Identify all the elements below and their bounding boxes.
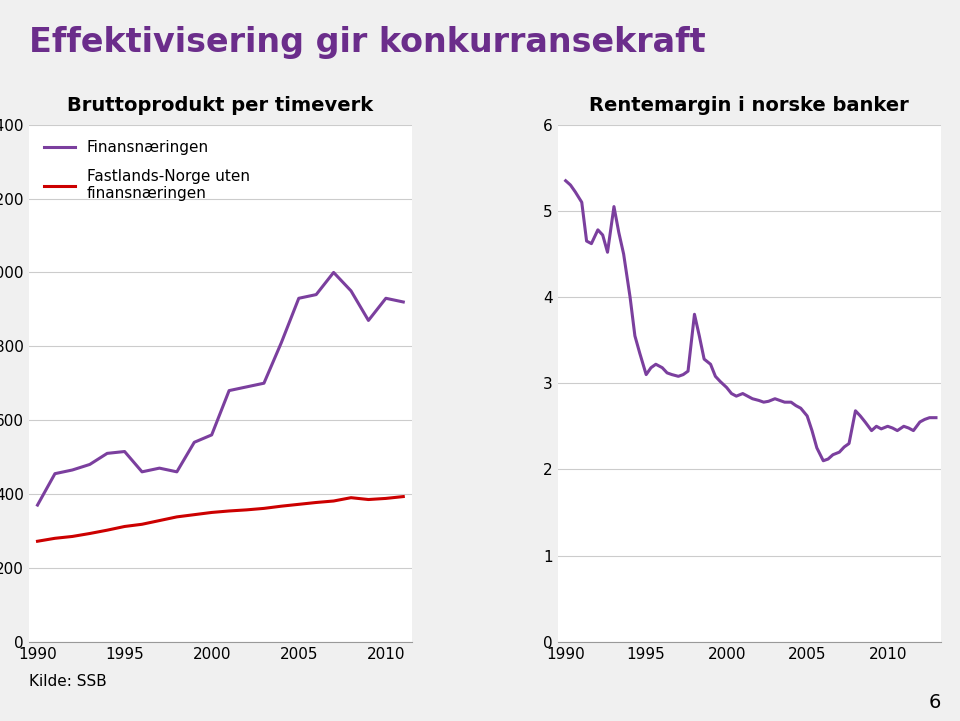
Text: Kilde: SSB: Kilde: SSB [29,674,107,689]
Title: Rentemargin i norske banker: Rentemargin i norske banker [589,96,909,115]
Legend: Finansnæringen, Fastlands-Norge uten
finansnæringen: Finansnæringen, Fastlands-Norge uten fin… [36,133,257,209]
Text: 6: 6 [928,694,941,712]
Text: Effektivisering gir konkurransekraft: Effektivisering gir konkurransekraft [29,26,706,59]
Title: Bruttoprodukt per timeverk: Bruttoprodukt per timeverk [67,96,373,115]
